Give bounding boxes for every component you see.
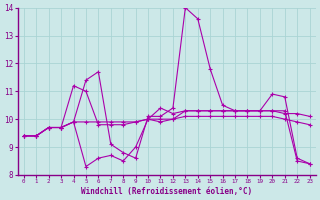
X-axis label: Windchill (Refroidissement éolien,°C): Windchill (Refroidissement éolien,°C) bbox=[81, 187, 252, 196]
